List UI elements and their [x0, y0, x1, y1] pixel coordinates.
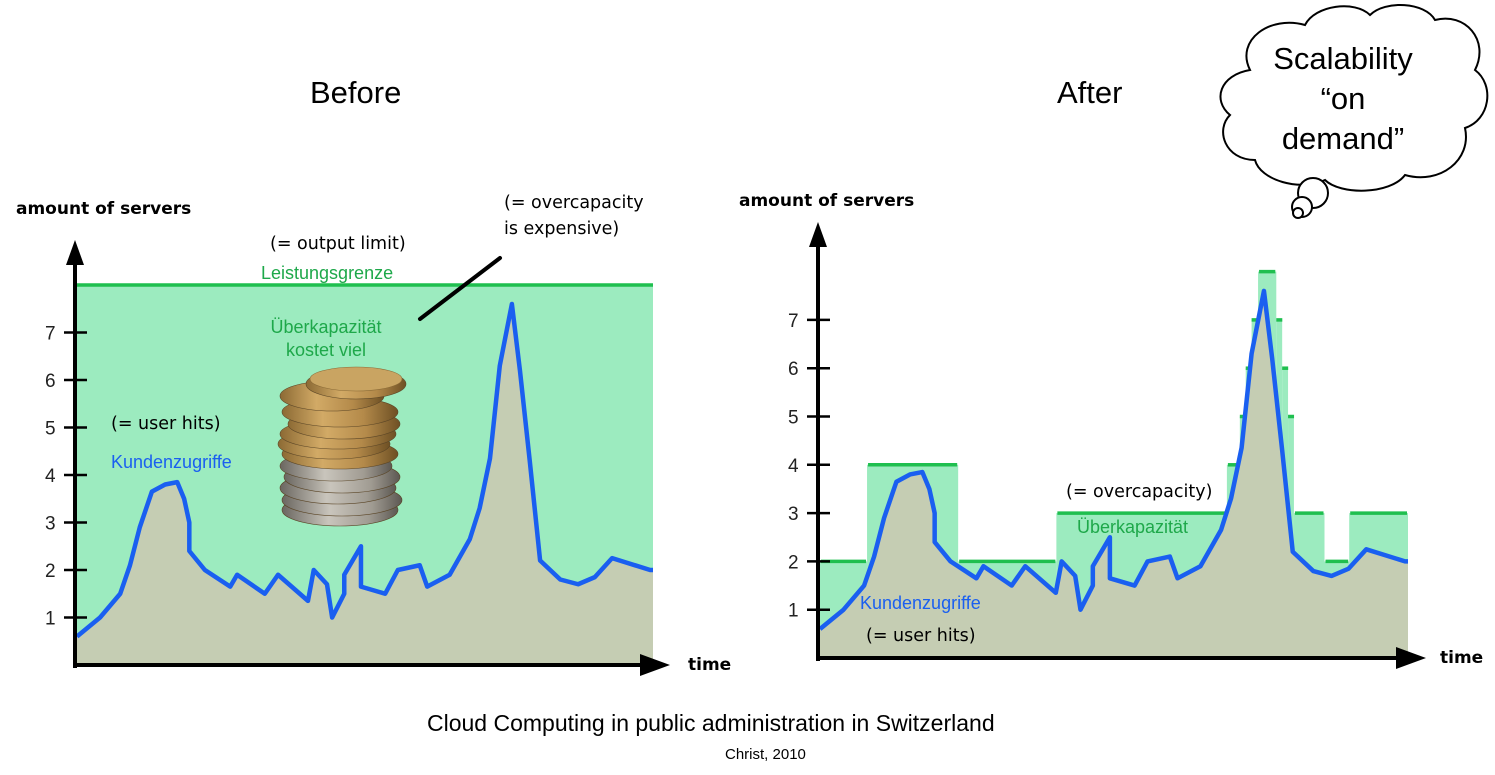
demand-line	[75, 301, 653, 639]
output-limit-note: (= output limit)	[270, 234, 406, 254]
demand-area	[77, 304, 653, 665]
before-y-axis-label: amount of servers	[16, 199, 192, 219]
slide-caption: Cloud Computing in public administration…	[427, 710, 995, 736]
before-user-hits-note: (= user hits)	[111, 414, 221, 434]
y-axis-arrow-icon	[809, 222, 827, 247]
thought-cloud-icon	[1219, 4, 1489, 219]
slide-credit: Christ, 2010	[725, 746, 806, 763]
leistungsgrenze-label: Leistungsgrenze	[261, 263, 394, 283]
y-tick-label: 4	[45, 466, 56, 487]
bubble-line-2: “on	[1320, 81, 1366, 116]
scalability-bubble-text: Scalability “on demand”	[1243, 39, 1443, 159]
bubble-line-1: Scalability	[1273, 41, 1413, 76]
before-kundenzugriffe-label: Kundenzugriffe	[111, 452, 232, 472]
callout-line	[418, 256, 502, 321]
overcapacity-note-line1: (= overcapacity	[504, 193, 644, 213]
after-heading: After	[1057, 75, 1123, 110]
y-tick-label: 7	[788, 311, 799, 332]
y-tick-label: 5	[788, 408, 799, 429]
overcapacity-de-line1: Überkapazität	[270, 317, 382, 337]
bubble-line-3: demand”	[1281, 121, 1405, 156]
after-overcapacity-note: (= overcapacity)	[1066, 482, 1213, 502]
y-tick-label: 3	[788, 504, 799, 525]
y-tick-label: 1	[788, 601, 799, 622]
after-user-hits-note: (= user hits)	[866, 626, 976, 646]
x-axis-arrow-icon	[1396, 647, 1426, 669]
demand-line	[818, 288, 1408, 631]
x-axis-arrow-icon	[640, 654, 670, 676]
demand-area	[820, 290, 1408, 658]
coin-stack-icon	[277, 366, 407, 527]
y-tick-label: 6	[788, 359, 799, 380]
after-kundenzugriffe-label: Kundenzugriffe	[860, 593, 981, 613]
y-tick-label: 2	[45, 561, 56, 582]
overcapacity-note-line2: is expensive)	[504, 219, 620, 239]
y-tick-label: 1	[45, 609, 56, 630]
before-heading: Before	[310, 75, 402, 110]
y-tick-label: 6	[45, 371, 56, 392]
y-tick-label: 4	[788, 456, 799, 477]
overcapacity-de-line2: kostet viel	[285, 340, 367, 360]
after-x-axis-label: time	[1440, 648, 1484, 668]
y-axis-arrow-icon	[66, 240, 84, 265]
after-ueberkapazitaet-label: Überkapazität	[1077, 517, 1189, 537]
after-y-axis-label: amount of servers	[739, 191, 915, 211]
y-tick-label: 2	[788, 552, 799, 573]
overcapacity-de-label: Überkapazität kostet viel	[266, 316, 386, 362]
y-tick-label: 5	[45, 419, 56, 440]
y-tick-label: 3	[45, 514, 56, 535]
before-x-axis-label: time	[688, 655, 732, 675]
overcapacity-expensive-note: (= overcapacity is expensive)	[504, 190, 644, 242]
y-tick-label: 7	[45, 324, 56, 345]
